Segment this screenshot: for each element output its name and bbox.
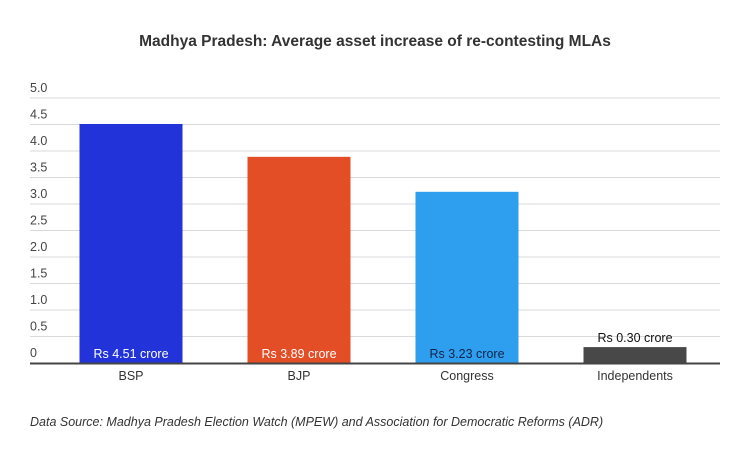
y-tick-label: 1.5 bbox=[30, 267, 47, 281]
data-label: Rs 3.23 crore bbox=[429, 347, 504, 361]
x-tick-label: BJP bbox=[288, 369, 311, 383]
y-tick-label: 0 bbox=[30, 346, 37, 360]
y-tick-label: 1.0 bbox=[30, 293, 47, 307]
data-label: Rs 4.51 crore bbox=[93, 347, 168, 361]
y-tick-label: 4.0 bbox=[30, 134, 47, 148]
x-tick-label: Congress bbox=[440, 369, 494, 383]
chart-title: Madhya Pradesh: Average asset increase o… bbox=[139, 33, 611, 50]
data-label: Rs 3.89 crore bbox=[261, 347, 336, 361]
bar-independents bbox=[583, 347, 687, 363]
data-source-note: Data Source: Madhya Pradesh Election Wat… bbox=[30, 415, 604, 429]
bar-bsp bbox=[79, 123, 183, 363]
x-tick-label: BSP bbox=[118, 369, 143, 383]
bar-bjp bbox=[247, 156, 351, 363]
x-tick-label: Independents bbox=[597, 369, 673, 383]
y-tick-label: 2.5 bbox=[30, 214, 47, 228]
y-tick-label: 2.0 bbox=[30, 240, 47, 254]
y-tick-label: 0.5 bbox=[30, 320, 47, 334]
bar-congress bbox=[415, 191, 519, 363]
y-tick-label: 4.5 bbox=[30, 108, 47, 122]
y-tick-label: 3.0 bbox=[30, 187, 47, 201]
data-label: Rs 0.30 crore bbox=[597, 331, 672, 345]
y-tick-label: 5.0 bbox=[30, 81, 47, 95]
y-tick-label: 3.5 bbox=[30, 161, 47, 175]
